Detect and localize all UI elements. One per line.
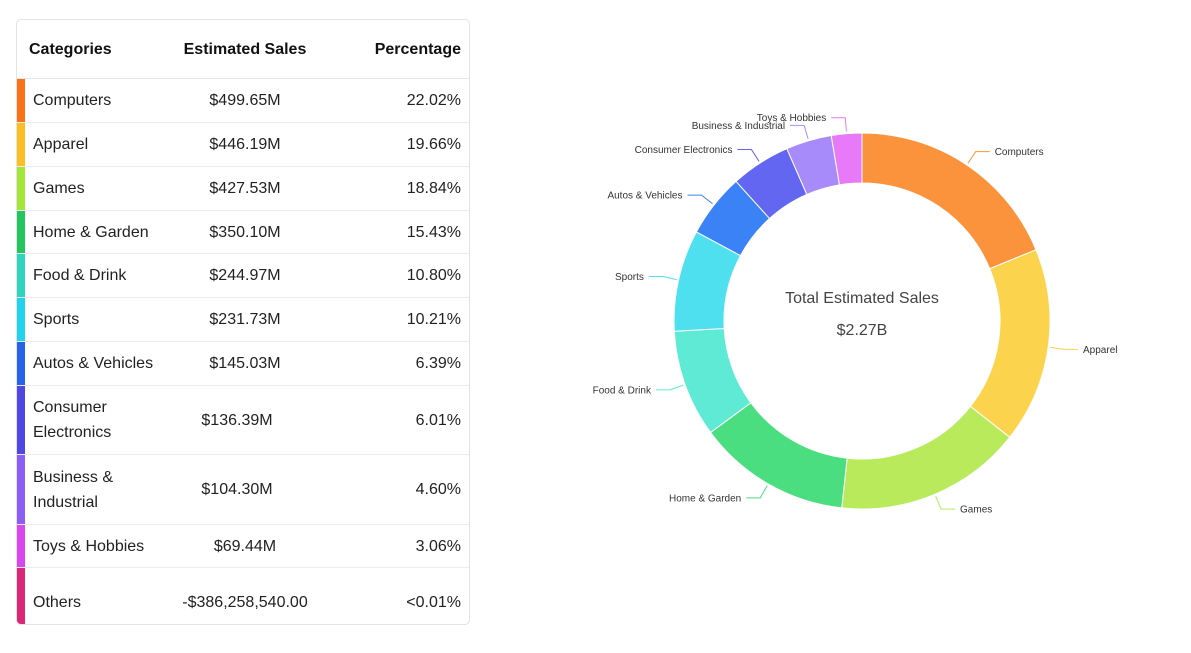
table-body: Computers $499.65M 22.02% Apparel $446.19M 19… xyxy=(17,79,469,624)
slice-label: Autos & Vehicles xyxy=(607,191,682,202)
table-header: Categories Estimated Sales Percentage xyxy=(17,20,469,79)
table-row: Consumer Electronics $136.39M 6.01% xyxy=(17,386,469,455)
slice-label: Sports xyxy=(615,272,644,283)
slice-label: Computers xyxy=(995,147,1044,158)
percentage-cell: 4.60% xyxy=(415,481,461,498)
category-cell: Autos & Vehicles xyxy=(33,355,154,372)
center-title: Total Estimated Sales xyxy=(785,290,939,307)
pie-slice[interactable] xyxy=(830,132,863,186)
slice-leader-line xyxy=(655,384,684,391)
table-row: Autos & Vehicles $145.03M 6.39% xyxy=(17,342,469,386)
sales-cell: $499.65M xyxy=(209,92,281,109)
center-value: $2.27B xyxy=(837,322,888,339)
percentage-cell: <0.01% xyxy=(406,594,461,611)
sales-cell: $446.19M xyxy=(209,136,281,153)
category-cell: Apparel xyxy=(33,136,89,153)
sales-table: Categories Estimated Sales Percentage Co… xyxy=(16,19,470,625)
slice-leader-line xyxy=(831,117,847,132)
category-color-swatch xyxy=(17,254,25,297)
sales-cell: $427.53M xyxy=(209,180,281,197)
table-row: Food & Drink $244.97M 10.80% xyxy=(17,254,469,298)
category-color-swatch xyxy=(17,167,25,210)
sales-cell: $136.39M xyxy=(201,411,273,429)
sales-cell: $104.30M xyxy=(201,481,273,498)
category-color-swatch xyxy=(17,79,25,122)
category-color-swatch xyxy=(17,211,25,253)
table-row: Games $427.53M 18.84% xyxy=(17,167,469,211)
percentage-cell: 22.02% xyxy=(406,92,461,109)
percentage-cell: 6.39% xyxy=(415,355,461,372)
header-percentage: Percentage xyxy=(374,40,461,58)
header-categories: Categories xyxy=(29,40,112,58)
table-row: Apparel $446.19M 19.66% xyxy=(17,123,469,167)
slice-label: Food & Drink xyxy=(593,385,652,396)
sales-cell: $69.44M xyxy=(213,537,277,555)
slice-leader-line xyxy=(746,485,768,499)
category-color-swatch xyxy=(17,342,25,385)
category-color-swatch xyxy=(17,386,25,454)
slice-leader-line xyxy=(1050,346,1079,350)
category-cell: Business & Industrial xyxy=(33,468,114,511)
category-color-swatch xyxy=(17,525,25,567)
slice-label: Apparel xyxy=(1083,345,1117,356)
table-row: Computers $499.65M 22.02% xyxy=(17,79,469,123)
category-cell: Computers xyxy=(33,92,112,109)
slice-leader-line xyxy=(967,151,990,164)
category-cell: Sports xyxy=(33,311,80,328)
sales-cell: $231.73M xyxy=(209,311,281,328)
pie-slice[interactable] xyxy=(709,402,848,509)
table-row: Business & Industrial $104.30M 4.60% xyxy=(17,455,469,525)
percentage-cell: 3.06% xyxy=(415,537,461,555)
sales-cell: -$386,258,540.00 xyxy=(182,594,308,611)
percentage-cell: 6.01% xyxy=(415,411,461,429)
slice-label: Consumer Electronics xyxy=(635,145,733,156)
sales-cell: $350.10M xyxy=(209,223,281,241)
pie-slice[interactable] xyxy=(841,405,1011,510)
category-cell: Consumer Electronics xyxy=(33,399,112,441)
category-cell: Toys & Hobbies xyxy=(33,537,145,555)
category-color-swatch xyxy=(17,298,25,341)
percentage-cell: 10.21% xyxy=(406,311,461,328)
percentage-cell: 10.80% xyxy=(406,267,461,284)
slice-label: Business & Industrial xyxy=(692,121,785,132)
category-color-swatch xyxy=(17,123,25,166)
header-estimated-sales: Estimated Sales xyxy=(183,40,307,58)
percentage-cell: 19.66% xyxy=(406,136,461,153)
slice-leader-line xyxy=(687,194,713,205)
category-color-swatch xyxy=(17,568,25,624)
sales-cell: $244.97M xyxy=(209,267,281,284)
slice-label: Games xyxy=(960,505,992,516)
slice-leader-line xyxy=(648,276,677,281)
category-cell: Food & Drink xyxy=(33,267,127,284)
donut-chart-svg: Computers Apparel Games Home & Garden Food &… xyxy=(593,113,1118,516)
percentage-cell: 15.43% xyxy=(406,223,461,241)
table-row: Home & Garden $350.10M 15.43% xyxy=(17,211,469,254)
slice-leader-line xyxy=(737,149,760,162)
table-row: Sports $231.73M 10.21% xyxy=(17,298,469,342)
category-cell: Home & Garden xyxy=(33,223,149,241)
slice-leader-line xyxy=(790,124,809,139)
table-row: Others -$386,258,540.00 <0.01% xyxy=(17,568,469,624)
category-cell: Games xyxy=(33,180,85,197)
sales-cell: $145.03M xyxy=(209,355,281,372)
table-row: Toys & Hobbies $69.44M 3.06% xyxy=(17,525,469,568)
slice-label: Toys & Hobbies xyxy=(757,113,826,124)
category-color-swatch xyxy=(17,455,25,524)
slice-label: Home & Garden xyxy=(669,493,741,504)
percentage-cell: 18.84% xyxy=(406,180,461,197)
donut-chart: Computers Apparel Games Home & Garden Food &… xyxy=(560,90,1160,530)
category-cell: Others xyxy=(33,594,82,611)
slice-leader-line xyxy=(935,495,956,510)
pie-slice[interactable] xyxy=(969,249,1051,439)
